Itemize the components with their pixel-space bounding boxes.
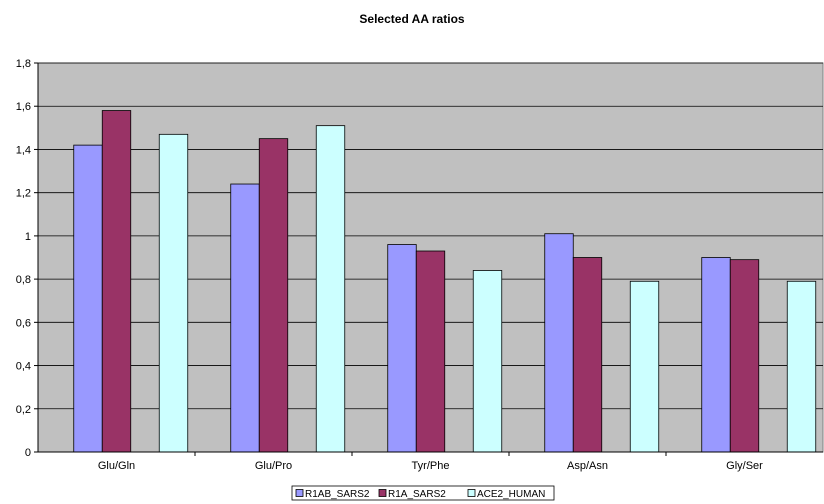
legend-label: R1AB_SARS2 [305,489,370,500]
y-tick-label: 1,4 [16,144,31,156]
bar-ace2-human-asp-asn [629,280,660,453]
y-tick-label: 1,8 [16,58,31,70]
axes: 0 0,2 0,4 0,6 0,8 1 1,2 1,4 1,6 1,8 Glu/Gln Glu/Pro… [16,58,823,472]
bar-r1ab-sars2-asp-asn [544,233,574,453]
bars [73,110,817,453]
x-tick-label: Asp/Asn [567,460,608,472]
legend-label: ACE2_HUMAN [477,489,545,500]
bar-r1a-sars2-glu-pro [258,138,289,453]
y-tick-label: 0,2 [16,404,31,416]
legend-swatch [378,489,387,497]
bar-r1ab-sars2-tyr-phe [387,244,417,453]
bar-r1ab-sars2-glu-gln [73,144,103,453]
y-tick-label: 1,6 [16,101,31,113]
x-tick-label: Glu/Pro [255,460,292,472]
legend-box [291,485,555,501]
x-tick-label: Gly/Ser [726,460,763,472]
bar-ace2-human-tyr-phe [472,270,503,453]
bar-ace2-human-glu-gln [158,133,189,453]
x-tick-label: Glu/Gln [98,460,135,472]
legend-label: R1A_SARS2 [388,489,446,500]
bar-r1a-sars2-asp-asn [572,257,603,453]
chart-title: Selected AA ratios [359,12,465,26]
legend: R1AB_SARS2 R1A_SARS2 ACE2_HUMAN [291,485,555,501]
bar-ace2-human-glu-pro [315,125,346,453]
bar-r1ab-sars2-glu-pro [230,183,260,453]
y-tick-label: 1,2 [16,188,31,200]
bar-ace2-human-gly-ser [786,280,817,453]
y-tick-label: 0,8 [16,274,31,286]
y-tick-label: 0 [25,447,31,459]
bar-r1a-sars2-tyr-phe [415,250,446,453]
legend-swatch [295,489,304,497]
legend-swatch [467,489,476,497]
y-tick-label: 0,6 [16,317,31,329]
y-tick-label: 1 [25,231,31,243]
bar-r1a-sars2-gly-ser [729,259,760,453]
bar-r1a-sars2-glu-gln [101,110,132,453]
y-tick-label: 0,4 [16,361,31,373]
x-tick-label: Tyr/Phe [412,460,450,472]
bar-r1ab-sars2-gly-ser [701,257,731,453]
